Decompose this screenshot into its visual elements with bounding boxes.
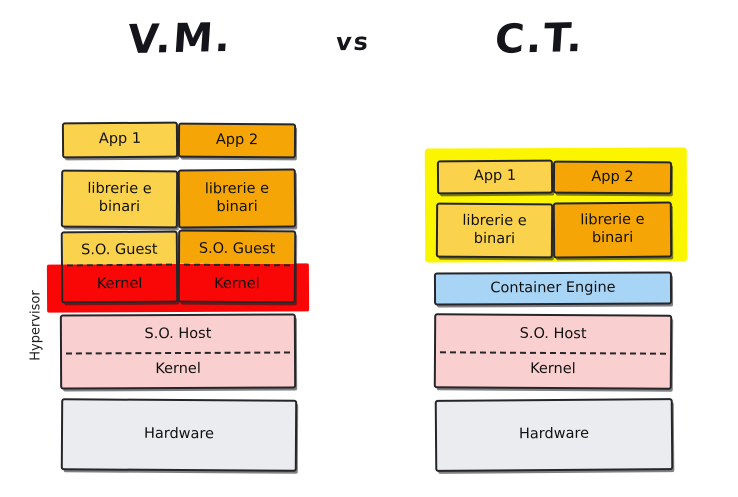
hypervisor-label: Hypervisor (28, 290, 44, 361)
vm-guest-os-1-top: S.O. Guest (81, 241, 158, 259)
title-vs: vs (334, 27, 372, 57)
ct-app-2-box[interactable]: App 2 (552, 160, 673, 195)
ct-libraries-1-box[interactable]: librerie e binari (435, 202, 554, 259)
vm-guest-os-1-bottom: Kernel (96, 275, 143, 293)
vm-app-1-box[interactable]: App 1 (61, 121, 179, 159)
vm-libraries-1-label-line1: librerie e (87, 181, 152, 198)
ct-app-1-label: App 1 (473, 167, 517, 185)
vm-host-os-top: S.O. Host (144, 325, 212, 342)
vm-app-2-label: App 2 (215, 131, 259, 148)
ct-app-2-label: App 2 (591, 168, 634, 185)
ct-libraries-1-label-line2: binari (473, 230, 516, 247)
ct-hardware-box[interactable]: Hardware (434, 398, 674, 472)
vm-hardware-box[interactable]: Hardware (60, 398, 298, 472)
vm-libraries-2-box[interactable]: librerie e binari (177, 168, 297, 229)
vm-host-os-box[interactable]: S.O. Host Kernel (59, 313, 297, 390)
vm-app-1-label: App 1 (98, 130, 142, 148)
vm-libraries-2-label-line2: binari (216, 198, 258, 215)
vm-guest-os-2-bottom: Kernel (214, 275, 260, 292)
ct-host-os-top: S.O. Host (519, 325, 587, 342)
vm-guest-os-2-top: S.O. Guest (198, 241, 276, 258)
ct-host-os-box[interactable]: S.O. Host Kernel (433, 313, 673, 390)
vm-guest-os-2-box[interactable]: S.O. Guest Kernel (177, 229, 297, 304)
container-engine-box[interactable]: Container Engine (433, 271, 673, 306)
ct-host-os-bottom: Kernel (530, 361, 576, 378)
vm-libraries-1-label-line2: binari (98, 198, 141, 216)
container-engine-label: Container Engine (490, 279, 616, 296)
ct-libraries-1-label-line1: librerie e (462, 212, 527, 230)
ct-libraries-2-label-line2: binari (591, 229, 634, 247)
vm-libraries-1-box[interactable]: librerie e binari (60, 169, 179, 229)
vm-libraries-2-label-line1: librerie e (204, 180, 270, 198)
vm-hardware-label: Hardware (143, 425, 215, 443)
title-vm: V.M. (126, 14, 234, 64)
vm-guest-os-1-box[interactable]: S.O. Guest Kernel (60, 230, 179, 304)
title-ct: C.T. (493, 15, 586, 63)
ct-app-1-box[interactable]: App 1 (436, 159, 554, 195)
vm-host-os-bottom: Kernel (155, 361, 201, 378)
ct-hardware-label: Hardware (518, 425, 590, 443)
ct-libraries-2-box[interactable]: librerie e binari (552, 201, 673, 259)
vm-app-2-box[interactable]: App 2 (177, 122, 297, 159)
ct-libraries-2-label-line1: librerie e (580, 212, 645, 229)
